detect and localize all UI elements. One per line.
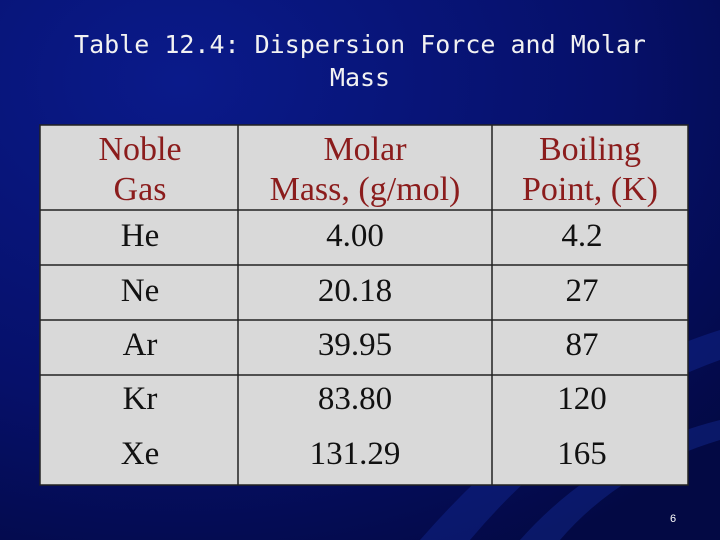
header-cell: Molar — [323, 131, 407, 168]
title-line: Table 12.4: Dispersion Force and Molar — [74, 30, 646, 59]
table-cell: 27 — [566, 273, 599, 309]
table-cell: 165 — [557, 436, 607, 472]
title-line: Mass — [330, 63, 390, 92]
table-cell: 20.18 — [318, 273, 392, 309]
table-cell: 120 — [557, 381, 607, 417]
table-cell: 4.2 — [561, 218, 602, 254]
header-cell: Noble — [98, 131, 181, 168]
table-cell: 131.29 — [310, 436, 401, 472]
table-cell: He — [121, 218, 159, 254]
table-box — [39, 124, 689, 486]
page-number: 6 — [670, 513, 676, 525]
table-cell: Ne — [121, 273, 159, 309]
table-cell: 83.80 — [318, 381, 392, 417]
table-cell: Kr — [123, 381, 158, 417]
table-cell: 4.00 — [326, 218, 384, 254]
table-cell: Xe — [121, 436, 159, 472]
header-cell: Gas — [114, 171, 167, 208]
table-cell: Ar — [123, 327, 158, 363]
table-cell: 39.95 — [318, 327, 392, 363]
content: Table 12.4: Dispersion Force and Molar Ma… — [39, 30, 689, 525]
header-cell: Mass, (g/mol) — [270, 171, 461, 208]
header-cell: Point, (K) — [522, 171, 658, 208]
table-cell: 87 — [566, 327, 599, 363]
header-cell: Boiling — [539, 131, 641, 168]
